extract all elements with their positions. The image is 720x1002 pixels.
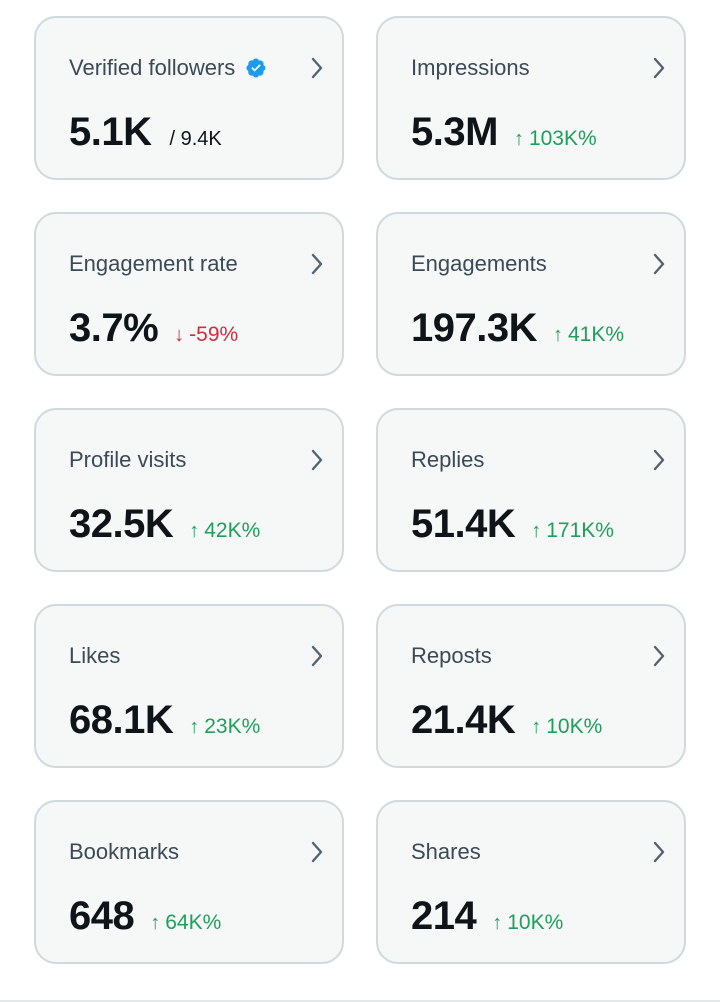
change-value: -59% xyxy=(189,323,239,346)
arrow-up-icon: ↑ xyxy=(150,912,161,934)
card-likes[interactable]: Likes 68.1K ↑ 23K% xyxy=(34,604,344,768)
change-indicator: ↑ 23K% xyxy=(189,715,260,739)
chevron-right-icon xyxy=(311,645,323,667)
change-value: 171K% xyxy=(546,519,614,542)
card-engagements[interactable]: Engagements 197.3K ↑ 41K% xyxy=(376,212,686,376)
chevron-right-icon xyxy=(311,841,323,863)
arrow-up-icon: ↑ xyxy=(552,324,563,346)
card-title: Bookmarks xyxy=(69,839,180,864)
change-value: 23K% xyxy=(204,715,261,738)
card-title: Reposts xyxy=(411,643,492,668)
verified-badge-icon xyxy=(246,58,266,78)
card-title-row: Profile visits xyxy=(69,446,186,474)
card-title: Replies xyxy=(411,447,485,472)
card-title-row: Shares xyxy=(411,838,481,866)
change-indicator: ↑ 171K% xyxy=(531,519,614,543)
card-title: Engagements xyxy=(411,251,547,276)
arrow-up-icon: ↑ xyxy=(189,716,200,738)
card-title: Shares xyxy=(411,839,481,864)
value-row: 214 ↑ 10K% xyxy=(411,894,563,938)
change-value: 10K% xyxy=(507,911,564,934)
card-title-row: Replies xyxy=(411,446,484,474)
card-replies[interactable]: Replies 51.4K ↑ 171K% xyxy=(376,408,686,572)
card-verified-followers[interactable]: Verified followers 5.1K / 9.4K xyxy=(34,16,344,180)
arrow-up-icon: ↑ xyxy=(492,912,503,934)
card-title-row: Bookmarks xyxy=(69,838,179,866)
analytics-card-grid: Verified followers 5.1K / 9.4K Impressio… xyxy=(34,16,686,964)
card-profile-visits[interactable]: Profile visits 32.5K ↑ 42K% xyxy=(34,408,344,572)
card-value: 51.4K xyxy=(411,502,516,546)
value-row: 3.7% ↓ -59% xyxy=(69,306,238,350)
chevron-right-icon xyxy=(653,841,665,863)
change-value: 64K% xyxy=(165,911,222,934)
card-value: 214 xyxy=(411,894,477,938)
arrow-up-icon: ↑ xyxy=(189,520,200,542)
card-title-row: Reposts xyxy=(411,642,492,670)
card-title-row: Engagements xyxy=(411,250,547,278)
value-row: 648 ↑ 64K% xyxy=(69,894,221,938)
value-row: 68.1K ↑ 23K% xyxy=(69,698,260,742)
value-row: 197.3K ↑ 41K% xyxy=(411,306,624,350)
card-value: 21.4K xyxy=(411,698,516,742)
arrow-up-icon: ↑ xyxy=(513,128,524,150)
chevron-right-icon xyxy=(311,253,323,275)
value-row: 51.4K ↑ 171K% xyxy=(411,502,614,546)
card-impressions[interactable]: Impressions 5.3M ↑ 103K% xyxy=(376,16,686,180)
change-indicator: ↑ 41K% xyxy=(553,323,624,347)
card-title: Verified followers xyxy=(69,55,236,80)
card-title: Engagement rate xyxy=(69,251,238,276)
chevron-right-icon xyxy=(653,57,665,79)
card-reposts[interactable]: Reposts 21.4K ↑ 10K% xyxy=(376,604,686,768)
arrow-up-icon: ↑ xyxy=(531,716,542,738)
card-value: 68.1K xyxy=(69,698,174,742)
value-row: 5.3M ↑ 103K% xyxy=(411,110,597,154)
change-indicator: ↑ 10K% xyxy=(492,911,563,935)
card-engagement-rate[interactable]: Engagement rate 3.7% ↓ -59% xyxy=(34,212,344,376)
change-indicator: ↑ 42K% xyxy=(189,519,260,543)
card-title-row: Engagement rate xyxy=(69,250,238,278)
arrow-down-icon: ↓ xyxy=(174,324,185,346)
value-row: 21.4K ↑ 10K% xyxy=(411,698,602,742)
card-bookmarks[interactable]: Bookmarks 648 ↑ 64K% xyxy=(34,800,344,964)
card-sub-value: / 9.4K xyxy=(169,128,222,150)
change-value: 103K% xyxy=(528,127,597,150)
value-row: 5.1K / 9.4K xyxy=(69,110,222,154)
card-title-row: Impressions xyxy=(411,54,530,82)
card-shares[interactable]: Shares 214 ↑ 10K% xyxy=(376,800,686,964)
chevron-right-icon xyxy=(653,449,665,471)
change-value: 41K% xyxy=(567,323,625,346)
card-value: 5.1K xyxy=(69,110,152,154)
change-indicator: ↑ 103K% xyxy=(514,127,597,151)
card-title-row: Likes xyxy=(69,642,120,670)
card-title: Profile visits xyxy=(69,447,187,472)
card-title: Impressions xyxy=(411,55,530,80)
card-value: 32.5K xyxy=(69,502,174,546)
change-value: 42K% xyxy=(204,519,261,542)
change-indicator: ↓ -59% xyxy=(174,323,238,347)
change-indicator: ↑ 10K% xyxy=(531,715,602,739)
arrow-up-icon: ↑ xyxy=(531,520,542,542)
card-value: 197.3K xyxy=(411,306,537,350)
card-title: Likes xyxy=(69,643,121,668)
card-title-row: Verified followers xyxy=(69,54,267,82)
card-value: 5.3M xyxy=(411,110,498,154)
bottom-divider xyxy=(0,1000,720,1002)
value-row: 32.5K ↑ 42K% xyxy=(69,502,260,546)
chevron-right-icon xyxy=(311,449,323,471)
card-value: 3.7% xyxy=(69,306,159,350)
card-value: 648 xyxy=(69,894,135,938)
change-indicator: ↑ 64K% xyxy=(150,911,221,935)
chevron-right-icon xyxy=(653,645,665,667)
change-value: 10K% xyxy=(546,715,603,738)
chevron-right-icon xyxy=(311,57,323,79)
chevron-right-icon xyxy=(653,253,665,275)
